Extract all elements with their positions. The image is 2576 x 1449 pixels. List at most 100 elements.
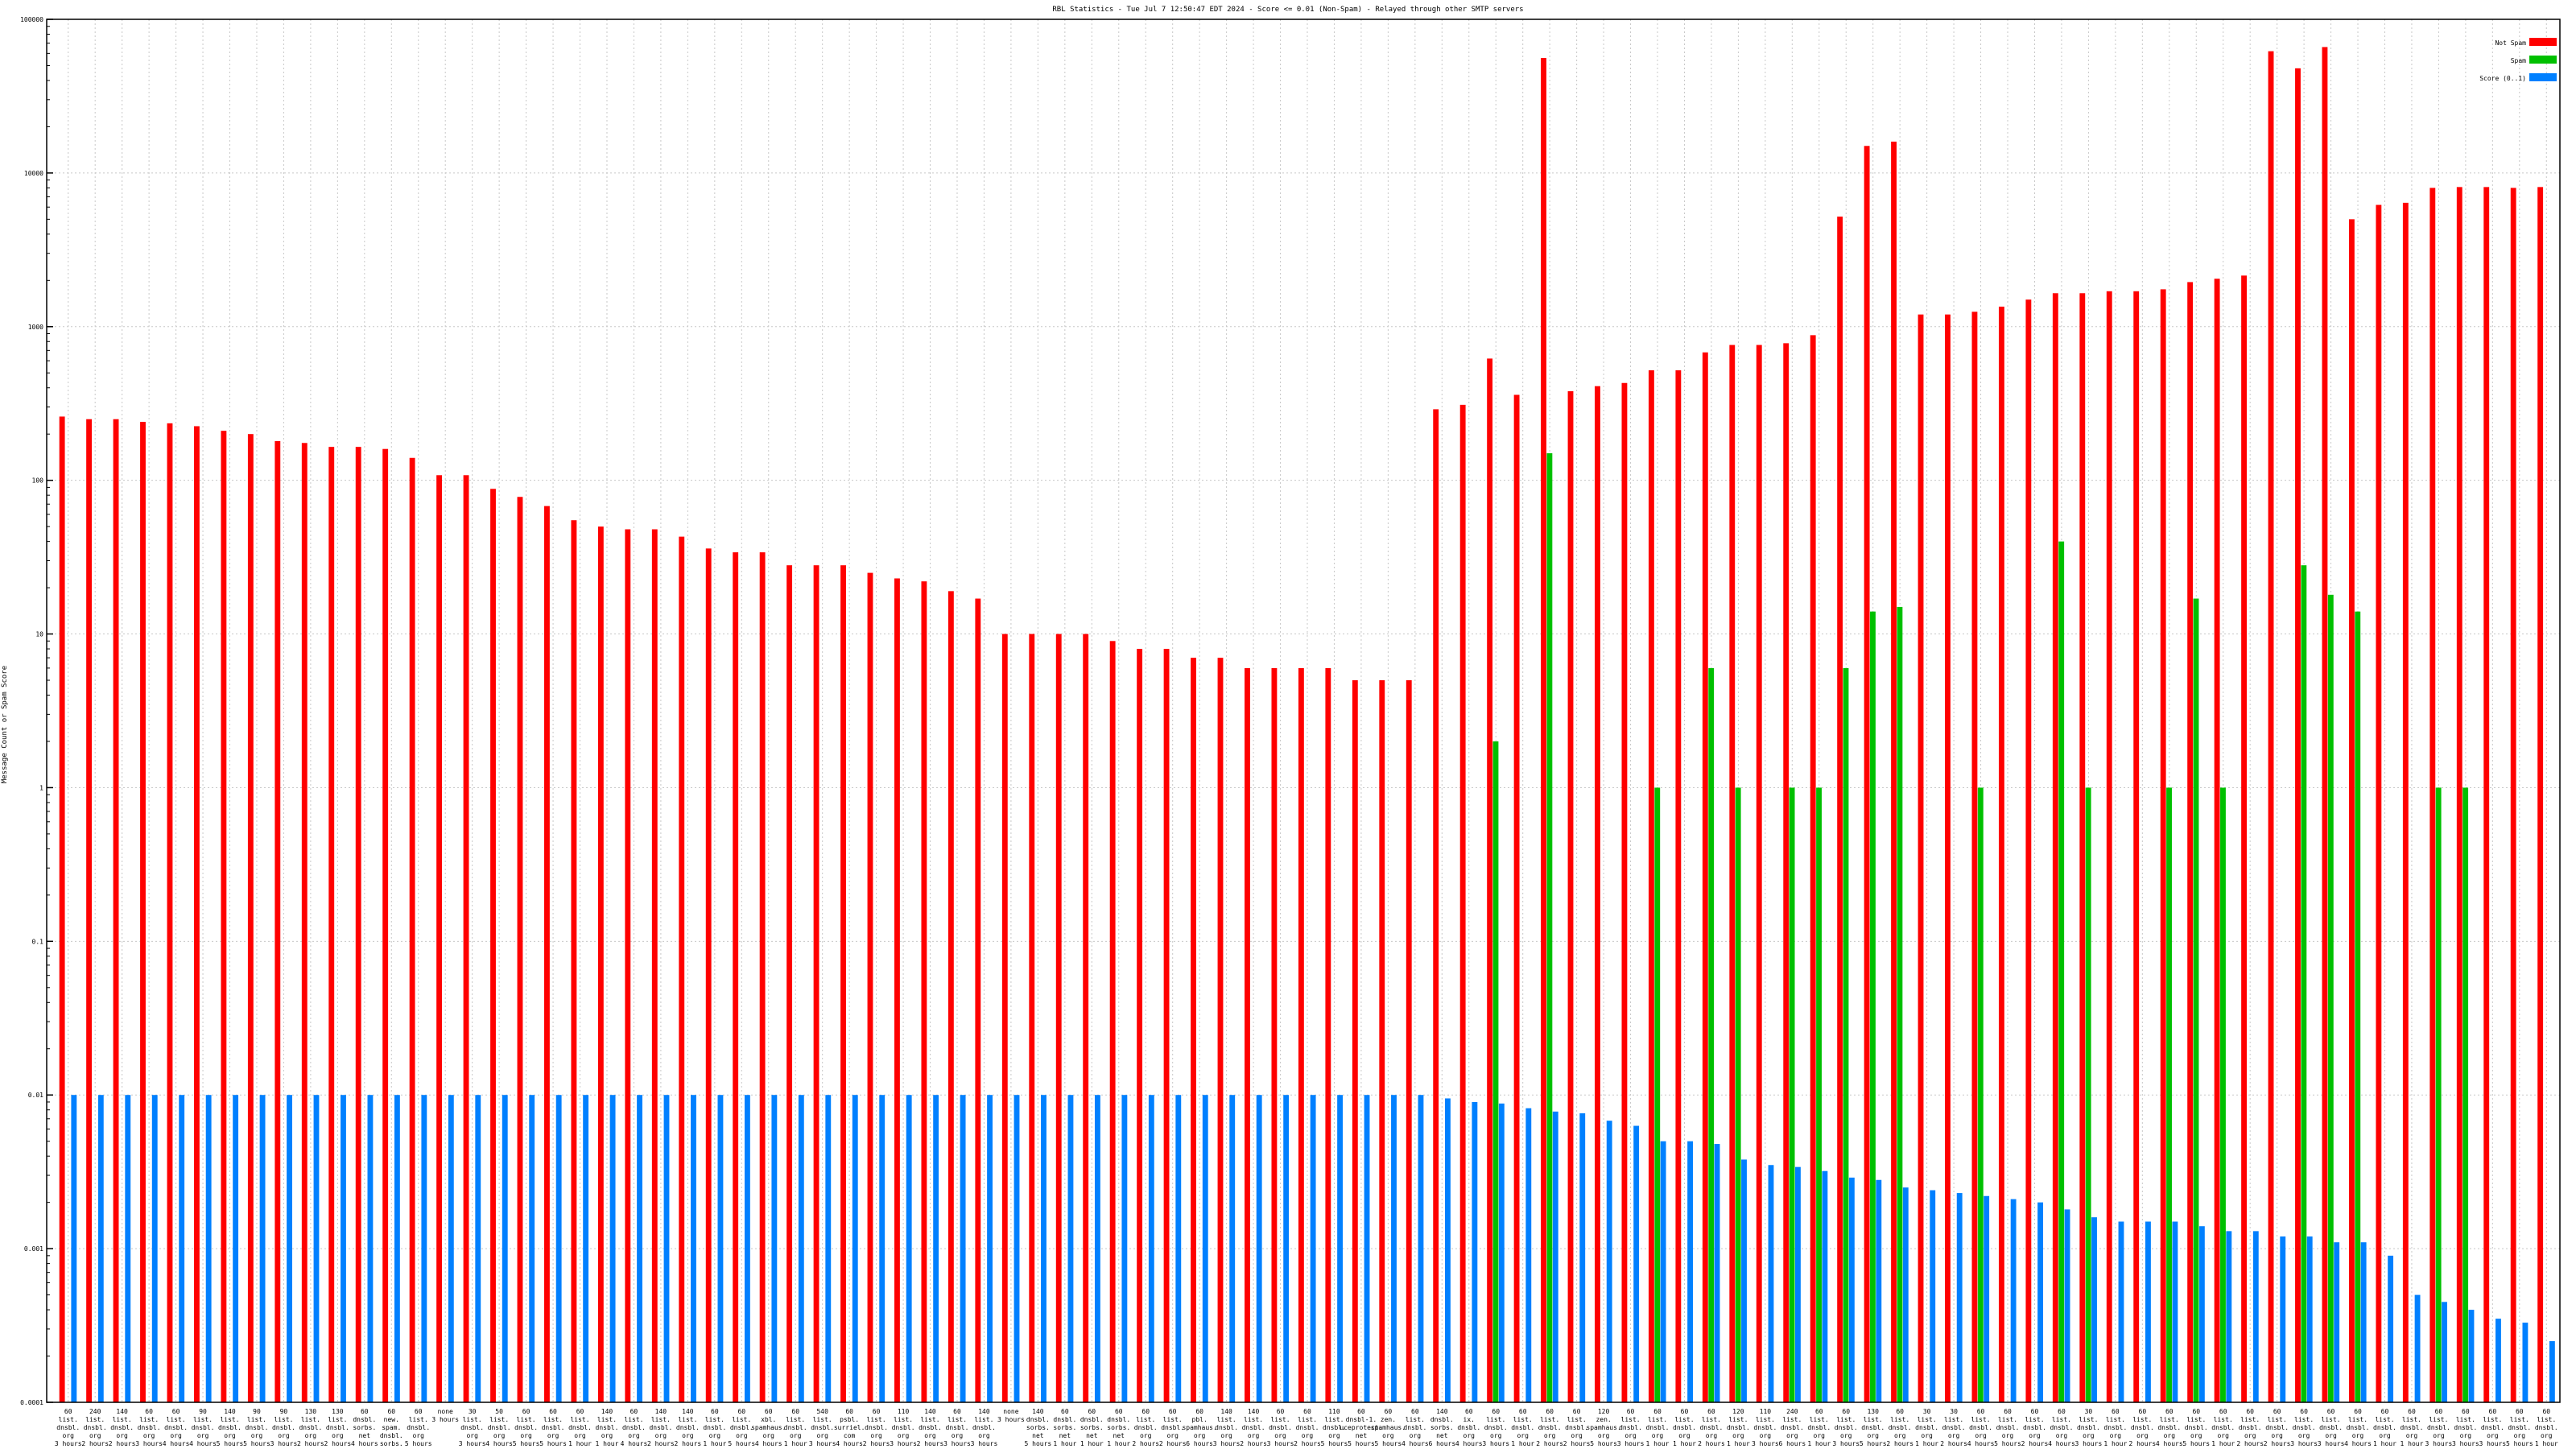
x-category-label: list. (2322, 1416, 2341, 1423)
x-category-label: org (2110, 1432, 2122, 1439)
x-category-label: list. (2537, 1416, 2556, 1423)
bar-spam (2355, 611, 2361, 1402)
x-category-label: list. (489, 1416, 509, 1423)
legend-swatch (2529, 38, 2557, 46)
x-category-label: 2 hours (1886, 1440, 1913, 1447)
x-category-label: pbl. (1192, 1416, 1208, 1423)
x-category-label: 60 (1088, 1408, 1096, 1415)
x-category-label: 6 hours (1186, 1440, 1213, 1447)
bar-score (1364, 1095, 1370, 1402)
x-category-label: zen. (1381, 1416, 1396, 1423)
bar-score (2010, 1199, 2017, 1402)
x-category-label: dnsbl. (2077, 1424, 2100, 1431)
bar-non-spam (2322, 47, 2328, 1403)
x-category-label: 60 (1896, 1408, 1904, 1415)
x-category-label: list. (1674, 1416, 1694, 1423)
bar-non-spam (786, 565, 793, 1403)
bar-score (1714, 1144, 1720, 1402)
x-category-label: org (2406, 1432, 2418, 1439)
bar-score (906, 1095, 912, 1402)
x-category-label: list. (678, 1416, 697, 1423)
bar-non-spam (221, 431, 227, 1402)
x-category-label: list. (1810, 1416, 1829, 1423)
x-category-label: org (1624, 1432, 1637, 1439)
x-category-label: dnsbl. (1403, 1424, 1426, 1431)
x-category-label: dnsbl. (1269, 1424, 1292, 1431)
x-category-label: 5 hours (1321, 1440, 1348, 1447)
bar-non-spam (625, 529, 631, 1402)
x-category-label: 60 (1357, 1408, 1365, 1415)
x-category-label: 240 (1786, 1408, 1798, 1415)
bar-non-spam (2214, 279, 2220, 1402)
x-category-label: list. (2294, 1416, 2314, 1423)
x-category-label: 1 hour (1646, 1440, 1670, 1447)
x-category-label: dnsbl. (1430, 1416, 1454, 1423)
bar-non-spam (1001, 634, 1008, 1402)
x-category-label: 130 (332, 1408, 344, 1415)
x-category-label: 120 (1598, 1408, 1610, 1415)
x-category-label: 60 (1411, 1408, 1419, 1415)
x-category-label: 6 hours (1778, 1440, 1806, 1447)
bar-spam (2220, 787, 2226, 1402)
x-category-label: xbl. (761, 1416, 776, 1423)
x-category-label: 60 (2165, 1408, 2174, 1415)
x-category-label: 60 (1573, 1408, 1581, 1415)
x-category-label: dnsbl. (1753, 1424, 1777, 1431)
x-category-label: dnsbl. (1673, 1424, 1696, 1431)
bar-non-spam (1191, 658, 1196, 1402)
x-category-label: dnsbl. (460, 1424, 484, 1431)
x-category-label: list. (1567, 1416, 1587, 1423)
x-category-label: 60 (1061, 1408, 1069, 1415)
x-category-label: list. (732, 1416, 751, 1423)
x-category-label: dnsbl. (192, 1424, 215, 1431)
x-category-label: 4 hours (621, 1440, 648, 1447)
x-category-label: 30 (1950, 1408, 1958, 1415)
x-category-label: 1 hour (1915, 1440, 1938, 1447)
bar-score (1930, 1190, 1936, 1402)
x-category-label: 3 hours (1832, 1440, 1860, 1447)
x-category-label: dnsbl. (2401, 1424, 2424, 1431)
x-category-label: 5 hours (243, 1440, 270, 1447)
x-category-label: 130 (1867, 1408, 1879, 1415)
bar-score (717, 1095, 724, 1402)
x-category-label: list. (113, 1416, 132, 1423)
x-category-label: dnsbl. (811, 1424, 834, 1431)
x-category-label: 60 (1546, 1408, 1554, 1415)
x-category-label: 4 hours (755, 1440, 782, 1447)
bar-score (1498, 1103, 1505, 1402)
bar-non-spam (140, 422, 146, 1402)
bar-score (987, 1095, 993, 1402)
x-category-label: 4 hours (1967, 1440, 1995, 1447)
x-category-label: org (1732, 1432, 1744, 1439)
x-category-label: 30 (1923, 1408, 1931, 1415)
x-category-label: 60 (2516, 1408, 2524, 1415)
x-category-label: dnsbl. (1053, 1416, 1076, 1423)
x-category-label: 3 hours (1213, 1440, 1241, 1447)
x-category-label: sorbs. (1026, 1424, 1050, 1431)
bar-score (233, 1095, 239, 1402)
x-category-label: 2 hours (324, 1440, 351, 1447)
x-category-label: dnsbl. (2131, 1424, 2154, 1431)
x-category-label: org (1490, 1432, 1502, 1439)
x-category-label: dnsbl. (892, 1424, 915, 1431)
bar-non-spam (1245, 667, 1250, 1402)
bar-score (2496, 1319, 2501, 1402)
x-category-label: 2 hours (2128, 1440, 2156, 1447)
x-category-label: 60 (2192, 1408, 2200, 1415)
x-category-label: dnsbl-1. (1346, 1416, 1377, 1423)
x-category-label: dnsbl. (380, 1432, 403, 1439)
x-category-label: list. (1998, 1416, 2017, 1423)
x-category-label: org (2217, 1432, 2229, 1439)
x-category-label: 140 (682, 1408, 694, 1415)
x-category-label: org (978, 1432, 990, 1439)
x-category-label: org (2433, 1432, 2445, 1439)
x-category-label: spamhaus. (1371, 1424, 1406, 1431)
x-category-label: dnsbl. (2239, 1424, 2262, 1431)
x-category-label: org (224, 1432, 236, 1439)
bar-score (394, 1095, 400, 1402)
x-category-label: 140 (655, 1408, 667, 1415)
x-category-label: list. (570, 1416, 589, 1423)
x-category-label: 60 (387, 1408, 395, 1415)
bar-non-spam (894, 578, 900, 1402)
x-category-label: list. (786, 1416, 805, 1423)
